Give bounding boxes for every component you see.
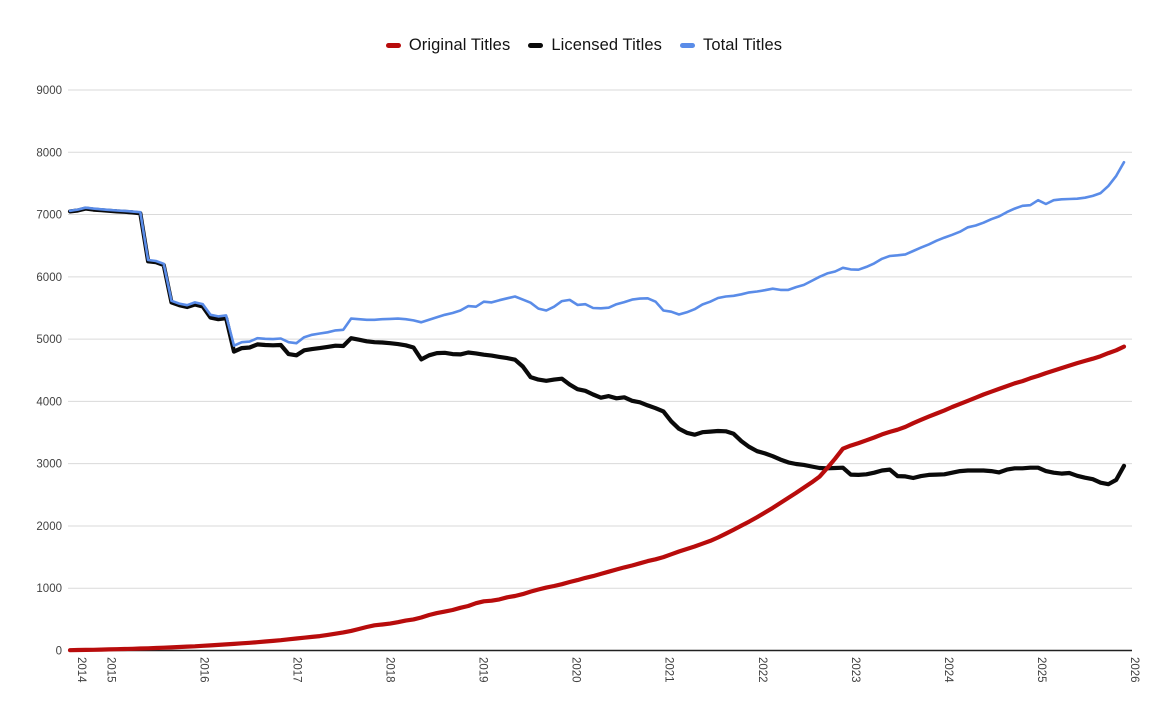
y-axis-tick-label: 0 (56, 646, 62, 658)
x-axis-tick-label: 2022 (756, 657, 768, 683)
x-axis-tick-label: 2020 (570, 657, 582, 683)
series-line-original-titles (67, 344, 1127, 653)
series-line-licensed-titles (67, 206, 1127, 487)
y-axis-tick-label: 9000 (36, 85, 62, 97)
y-axis-tick-label: 6000 (36, 272, 62, 284)
y-axis-tick-label: 7000 (36, 210, 62, 222)
x-axis-tick-label: 2015 (104, 657, 116, 683)
x-axis-tick-label: 2023 (849, 657, 861, 683)
series-line-total-titles (68, 160, 1126, 348)
legend-item-total-titles[interactable]: Total Titles (679, 36, 783, 55)
x-axis-tick-label: 2018 (384, 657, 396, 683)
x-axis-tick-label: 2014 (75, 657, 87, 683)
legend-label: Licensed Titles (551, 36, 662, 54)
x-axis-tick-label: 2021 (663, 657, 675, 683)
x-axis-tick-label: 2017 (290, 657, 302, 683)
legend-dash-icon (528, 43, 544, 48)
legend-dash-icon (679, 43, 695, 48)
x-axis-tick-label: 2026 (1128, 657, 1140, 683)
chart-legend: Original Titles Licensed Titles Total Ti… (0, 36, 1168, 55)
x-axis-tick-label: 2025 (1035, 657, 1047, 683)
legend-dash-icon (385, 43, 401, 48)
x-axis-tick-label: 2019 (477, 657, 489, 683)
y-axis-tick-label: 3000 (36, 459, 62, 471)
x-axis-tick-label: 2016 (197, 657, 209, 683)
x-axis-tick-label: 2024 (942, 657, 954, 683)
y-axis-tick-label: 4000 (36, 396, 62, 408)
legend-label: Original Titles (408, 36, 511, 54)
y-axis-tick-label: 8000 (36, 147, 62, 159)
legend-item-original-titles[interactable]: Original Titles (385, 36, 511, 55)
legend-label: Total Titles (702, 36, 783, 54)
y-axis-tick-label: 1000 (36, 583, 62, 595)
y-axis-tick-label: 2000 (36, 521, 62, 533)
legend-item-licensed-titles[interactable]: Licensed Titles (528, 36, 662, 55)
y-axis-tick-label: 5000 (36, 334, 62, 346)
